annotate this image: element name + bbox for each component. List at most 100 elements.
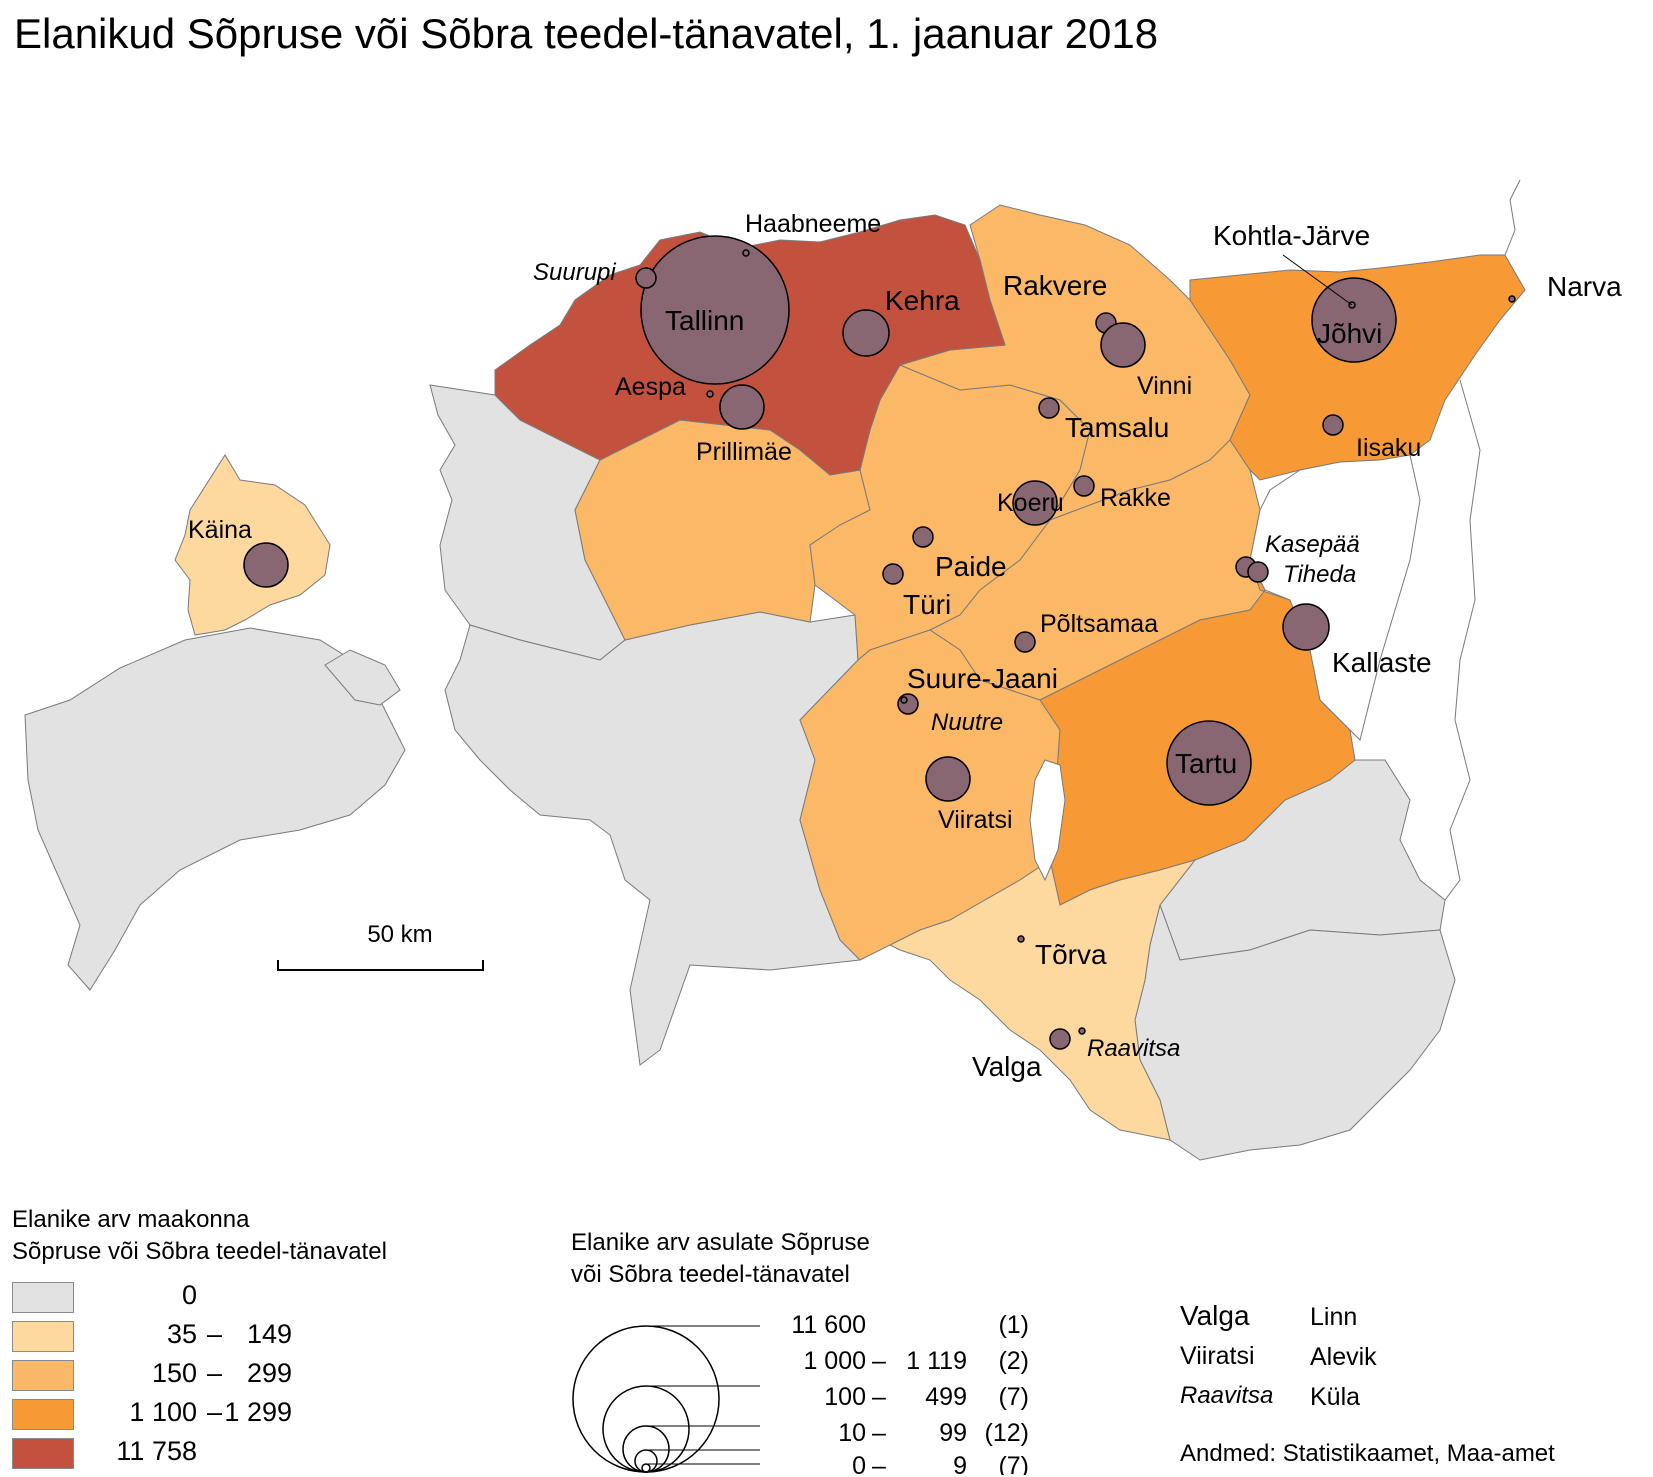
type-legend-example: Viiratsi xyxy=(1180,1342,1255,1370)
county-legend-title: Elanike arv maakonna Sõpruse või Sõbra t… xyxy=(12,1204,482,1268)
label-suure-jaani: Suure-Jaani xyxy=(907,663,1058,694)
label-viiratsi: Viiratsi xyxy=(938,806,1013,834)
symbol-nuutre xyxy=(900,696,908,704)
label-suurupi: Suurupi xyxy=(533,259,616,286)
size-legend-to: 99 xyxy=(939,1419,967,1447)
county-legend-row: 11 758 xyxy=(12,1436,482,1477)
symbol-johvi xyxy=(1311,277,1397,363)
type-legend-example: Raavitsa xyxy=(1180,1382,1274,1409)
label-vinni: Vinni xyxy=(1137,372,1192,400)
symbol-valga xyxy=(1049,1028,1071,1050)
county-legend-to: 299 xyxy=(246,1358,292,1388)
size-legend-title-line1: Elanike arv asulate Sõpruse xyxy=(571,1229,870,1256)
label-raavitsa: Raavitsa xyxy=(1087,1035,1180,1062)
county-legend-to: 149 xyxy=(246,1319,292,1349)
county-legend-row: 1 100 – 1 299 xyxy=(12,1397,482,1438)
label-narva: Narva xyxy=(1547,271,1622,302)
size-legend-from: 10 xyxy=(838,1419,866,1447)
size-legend-to: 499 xyxy=(925,1383,967,1411)
symbol-narva xyxy=(1508,295,1516,303)
type-legend-example: Valga xyxy=(1180,1300,1250,1331)
label-kasepaa: Kasepää xyxy=(1265,531,1360,558)
size-legend-dash: – xyxy=(872,1347,886,1375)
county-legend-dash: – xyxy=(207,1319,223,1349)
label-torva: Tõrva xyxy=(1035,939,1107,970)
label-poltsamaa: Põltsamaa xyxy=(1040,610,1158,638)
symbol-vinni xyxy=(1100,322,1146,368)
label-iisaku: Iisaku xyxy=(1356,434,1421,462)
size-legend-circle-0 xyxy=(641,1463,651,1473)
scale-bar: 50 km xyxy=(277,921,484,971)
label-kehra: Kehra xyxy=(885,285,960,316)
label-paide: Paide xyxy=(935,551,1007,582)
size-legend-count: (12) xyxy=(985,1419,1029,1447)
symbol-haabneeme xyxy=(742,249,750,257)
size-legend-dash: – xyxy=(872,1419,886,1447)
map-title: Elanikud Sõpruse või Sõbra teedel-tänava… xyxy=(14,10,1159,57)
size-legend-from: 0 xyxy=(852,1452,866,1475)
symbol-viiratsi xyxy=(925,756,971,802)
size-legend-circle-10 xyxy=(634,1449,658,1473)
label-prillimae: Prillimäe xyxy=(696,438,792,466)
label-koeru: Koeru xyxy=(997,489,1064,517)
size-legend xyxy=(572,1325,760,1473)
size-legend-from: 100 xyxy=(824,1383,866,1411)
county-legend-to: 1 299 xyxy=(224,1397,292,1427)
size-legend-labels: 11 600 (1) 1 000 – 1 119 (2) 100 – 499 (… xyxy=(791,1311,1029,1475)
label-valga: Valga xyxy=(972,1051,1042,1082)
county-legend-swatch xyxy=(12,1399,74,1430)
symbol-tartu xyxy=(1166,720,1252,806)
county-legend-dash: – xyxy=(207,1358,223,1388)
county-legend-row: 0 xyxy=(12,1280,482,1321)
size-legend-circle-1000 xyxy=(602,1385,690,1473)
county-parnu xyxy=(444,611,862,1066)
county-legend-swatch xyxy=(12,1321,74,1352)
label-kallaste: Kallaste xyxy=(1332,647,1432,678)
size-legend-title-line2: või Sõbra teedel-tänavatel xyxy=(571,1261,850,1288)
symbol-prillimae xyxy=(719,384,765,430)
symbol-raavitsa xyxy=(1078,1027,1086,1035)
county-legend-from: 11 758 xyxy=(116,1436,197,1466)
symbol-iisaku xyxy=(1322,414,1344,436)
size-legend-count: (7) xyxy=(998,1383,1029,1411)
label-turi: Türi xyxy=(903,589,951,620)
county-legend-row: 150 – 299 xyxy=(12,1358,482,1399)
county-legend-from: 1 100 xyxy=(129,1397,197,1427)
type-legend-desc: Alevik xyxy=(1310,1343,1377,1371)
kohtla-jarve-leader xyxy=(1282,254,1353,306)
type-legend-desc: Linn xyxy=(1310,1303,1358,1331)
size-legend-to: 9 xyxy=(953,1452,967,1475)
label-aespa: Aespa xyxy=(615,373,686,401)
symbol-kehra xyxy=(842,309,890,357)
symbol-koeru xyxy=(1012,480,1058,526)
size-legend-circle-100 xyxy=(622,1425,670,1473)
scale-bar-label: 50 km xyxy=(367,921,432,948)
county-legend-title-line1: Elanike arv maakonna xyxy=(12,1206,250,1233)
county-ida-viru xyxy=(1189,254,1526,481)
label-nuutre: Nuutre xyxy=(931,709,1003,736)
symbol-torva xyxy=(1017,935,1025,943)
label-tiheda: Tiheda xyxy=(1283,561,1356,588)
county-legend-swatch xyxy=(12,1360,74,1391)
county-valga xyxy=(888,859,1197,1141)
label-rakvere: Rakvere xyxy=(1003,270,1107,301)
county-legend-dash: – xyxy=(207,1397,223,1427)
symbol-aespa xyxy=(706,390,714,398)
county-legend-swatch xyxy=(12,1438,74,1469)
symbol-kaina xyxy=(243,542,289,588)
label-kaina: Käina xyxy=(188,516,252,544)
lake-vortsjarv xyxy=(1029,759,1066,882)
size-legend-count: (1) xyxy=(998,1311,1029,1339)
symbol-tamsalu xyxy=(1038,397,1060,419)
size-legend-from: 11 600 xyxy=(791,1311,866,1339)
county-legend-title-line2: Sõpruse või Sõbra teedel-tänavatel xyxy=(12,1238,387,1265)
symbol-poltsamaa xyxy=(1014,631,1036,653)
size-legend-to: 1 119 xyxy=(906,1347,967,1375)
label-haabneeme: Haabneeme xyxy=(745,210,881,238)
size-legend-count: (2) xyxy=(998,1347,1029,1375)
label-tamsalu: Tamsalu xyxy=(1065,412,1169,443)
data-source: Andmed: Statistikaamet, Maa-amet xyxy=(1180,1440,1555,1467)
symbol-kallaste xyxy=(1282,603,1330,651)
label-kohtla-jarve: Kohtla-Järve xyxy=(1213,220,1370,251)
